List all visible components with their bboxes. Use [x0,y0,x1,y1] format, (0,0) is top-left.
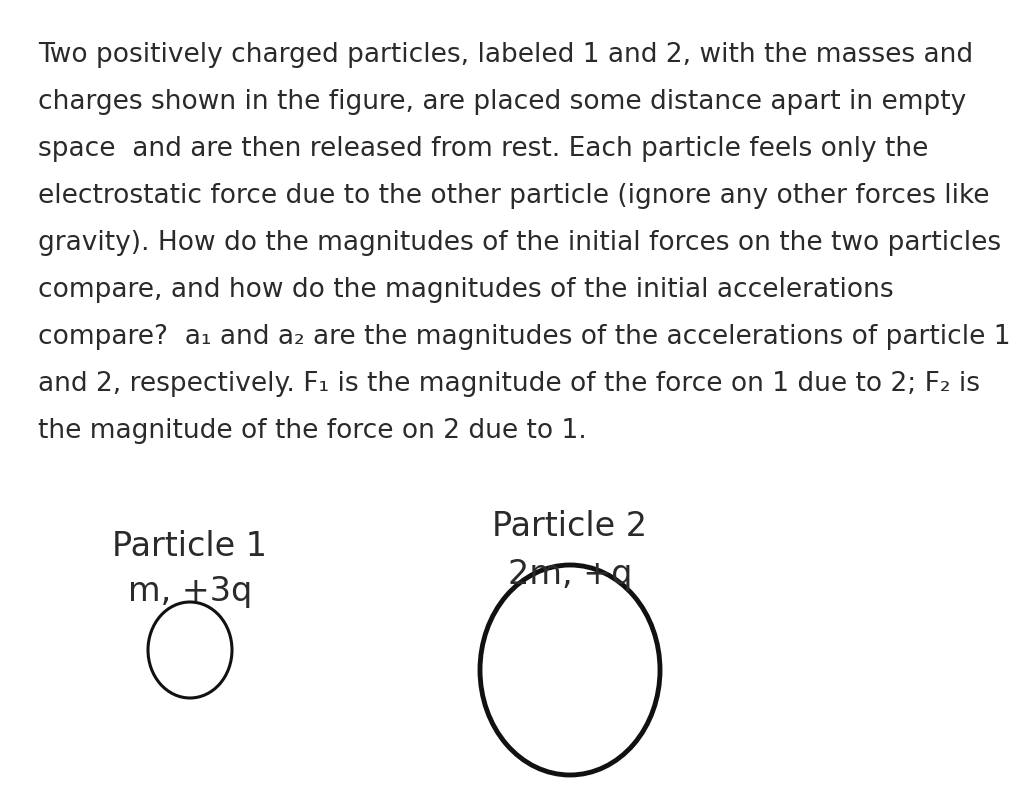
Text: the magnitude of the force on 2 due to 1.: the magnitude of the force on 2 due to 1… [38,418,587,444]
Text: Two positively charged particles, labeled 1 and 2, with the masses and: Two positively charged particles, labele… [38,42,973,68]
Text: Particle 1: Particle 1 [113,530,267,563]
Text: m, +3q: m, +3q [128,575,252,608]
Text: Particle 2: Particle 2 [493,510,647,543]
Text: 2m, +q: 2m, +q [508,558,632,591]
Text: and 2, respectively. F₁ is the magnitude of the force on 1 due to 2; F₂ is: and 2, respectively. F₁ is the magnitude… [38,371,980,397]
Text: compare?  a₁ and a₂ are the magnitudes of the accelerations of particle 1: compare? a₁ and a₂ are the magnitudes of… [38,324,1011,350]
Text: space  and are then released from rest. Each particle feels only the: space and are then released from rest. E… [38,136,929,162]
Text: charges shown in the figure, are placed some distance apart in empty: charges shown in the figure, are placed … [38,89,967,115]
Text: gravity). How do the magnitudes of the initial forces on the two particles: gravity). How do the magnitudes of the i… [38,230,1001,256]
Text: compare, and how do the magnitudes of the initial accelerations: compare, and how do the magnitudes of th… [38,277,894,303]
Text: electrostatic force due to the other particle (ignore any other forces like: electrostatic force due to the other par… [38,183,989,209]
